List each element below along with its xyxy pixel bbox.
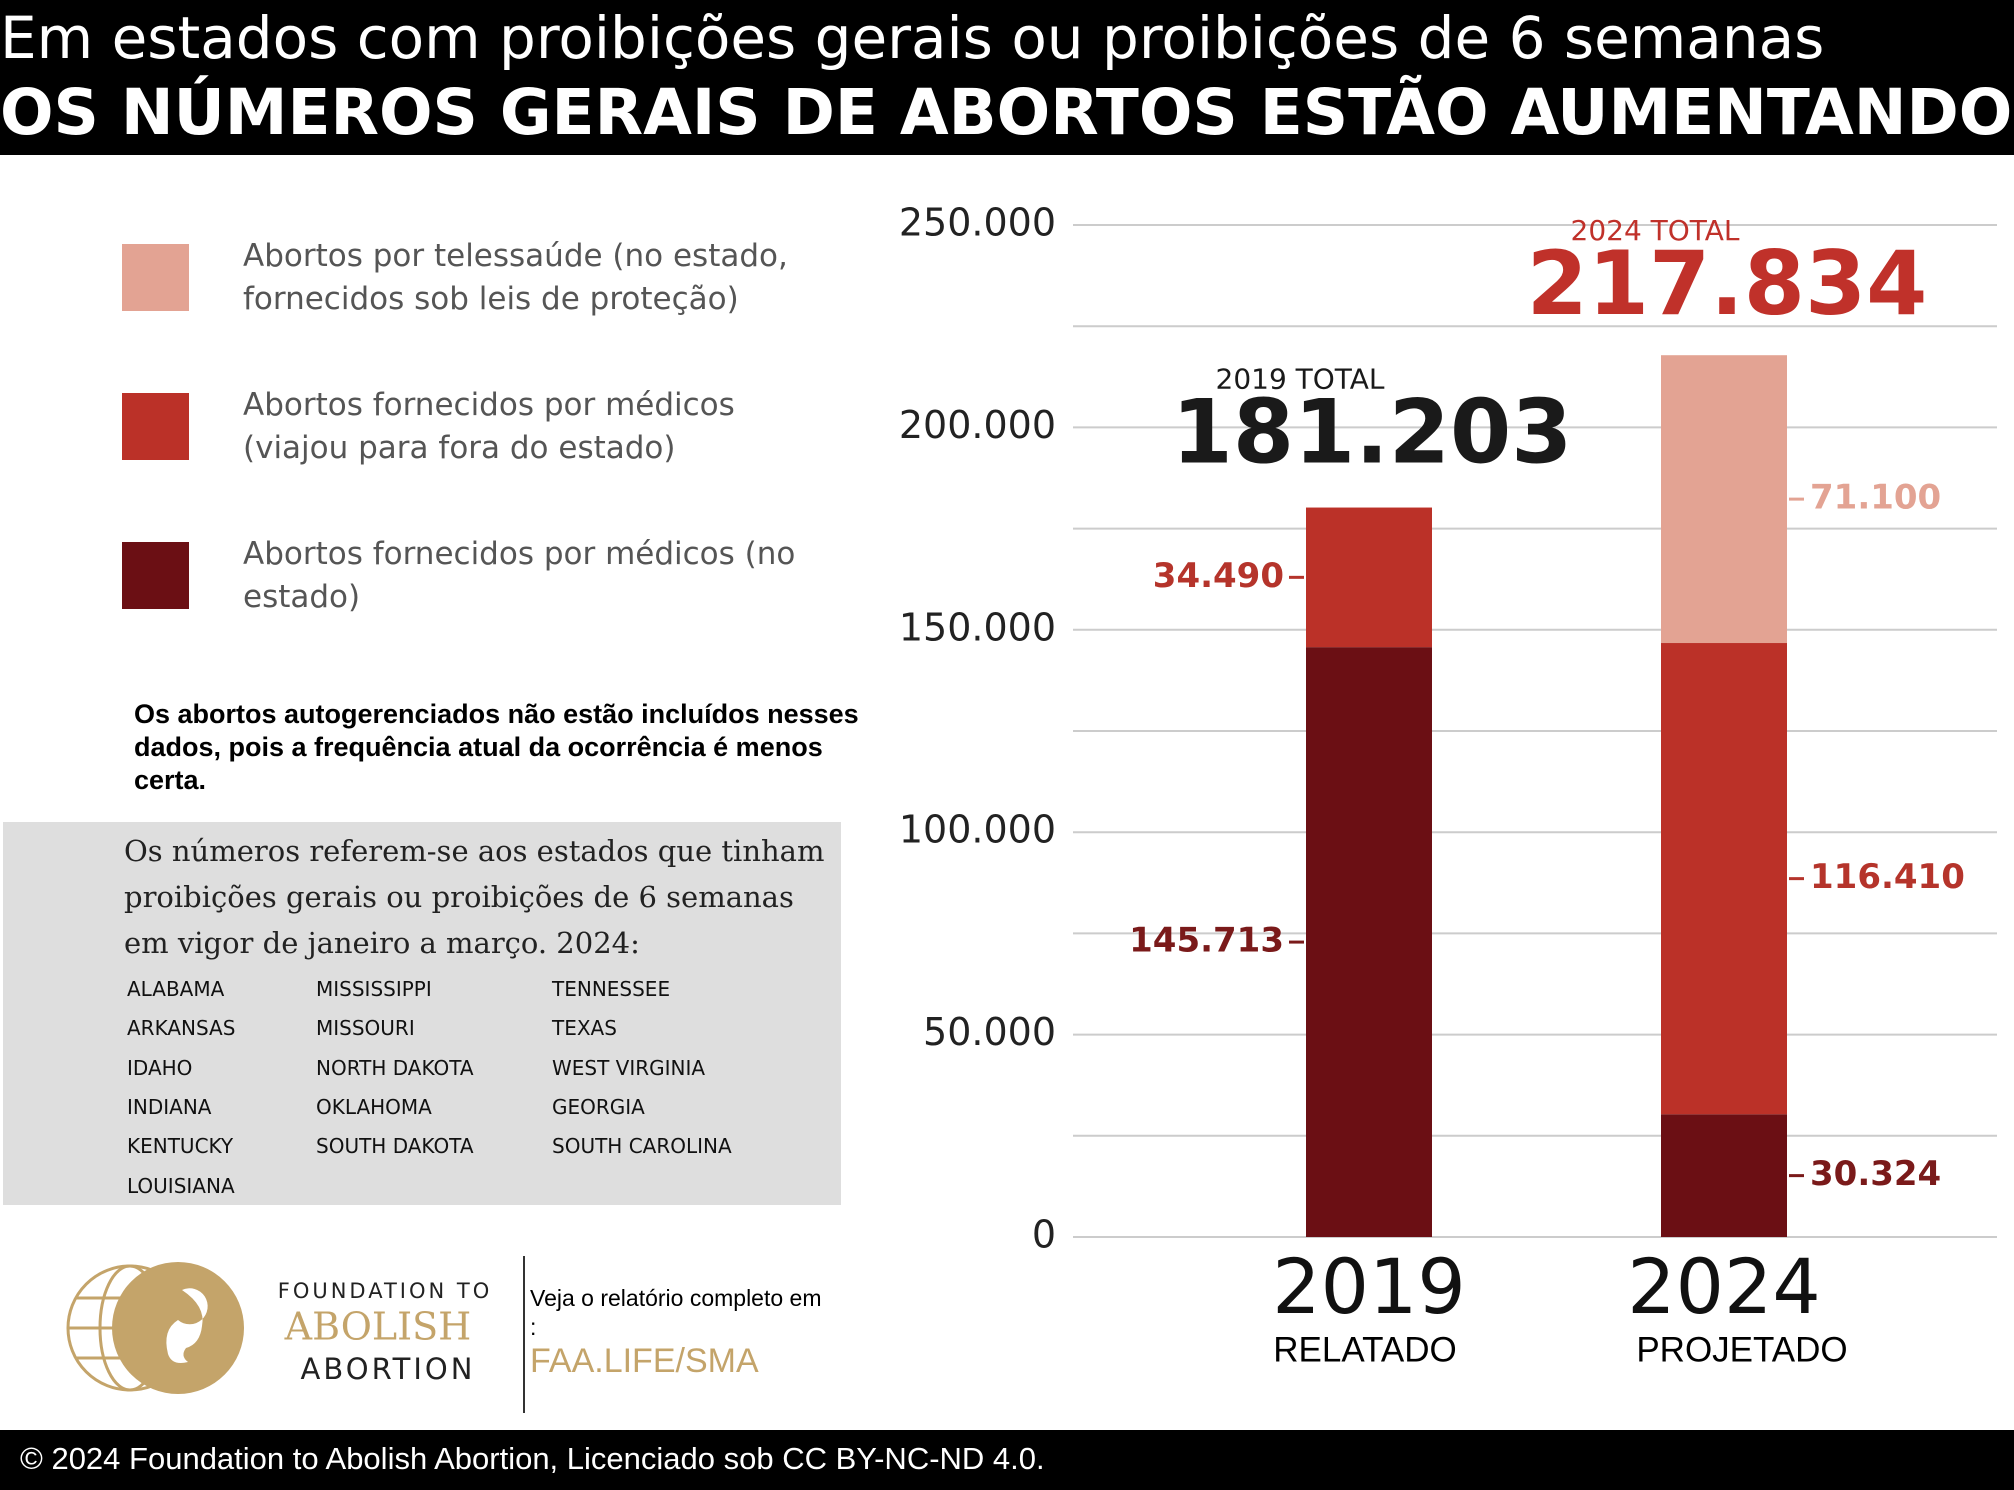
subtitle: OS NÚMEROS GERAIS DE ABORTOS ESTÃO AUMEN…: [0, 76, 2013, 149]
legend-swatch: [122, 244, 189, 311]
report-text: Veja o relatório completo em :: [530, 1285, 822, 1340]
y-tick-label: 0: [1032, 1213, 1056, 1257]
state: LOUISIANA: [127, 1173, 235, 1198]
chart: 0 50.000 100.000 150.000 200.000 250.000 145.7…: [899, 201, 1997, 1369]
value-label: 30.324: [1810, 1154, 1941, 1194]
logo-area: FOUNDATION TO ABOLISH ABORTION: [66, 1256, 525, 1413]
y-tick-label: 250.000: [899, 201, 1056, 245]
value-label: 116.410: [1810, 857, 1965, 897]
y-tick-label: 200.000: [899, 403, 1056, 447]
legend-label: Abortos fornecidos por médicos (viajou p…: [243, 387, 735, 466]
y-tick-label: 50.000: [923, 1010, 1056, 1054]
state: GEORGIA: [552, 1094, 645, 1119]
legend-label: Abortos fornecidos por médicos (no estad…: [243, 536, 796, 615]
y-tick-label: 150.000: [899, 605, 1056, 649]
total-label: 2019 TOTAL: [1216, 362, 1385, 395]
state: OKLAHOMA: [316, 1094, 432, 1119]
state: SOUTH CAROLINA: [552, 1134, 732, 1159]
value-label: 71.100: [1810, 478, 1941, 518]
footer-text: © 2024 Foundation to Abolish Abortion, L…: [20, 1441, 1045, 1476]
title: Em estados com proibições gerais ou proi…: [0, 4, 1825, 72]
state: ALABAMA: [127, 977, 225, 1001]
total-value: 217.834: [1527, 232, 1928, 335]
states-box: [3, 822, 841, 1205]
bar-segment: [1661, 643, 1787, 1115]
note: Os abortos autogerenciados não estão inc…: [134, 699, 859, 795]
state: SOUTH DAKOTA: [316, 1134, 474, 1159]
state: TEXAS: [552, 1016, 617, 1041]
state: MISSISSIPPI: [316, 977, 432, 1001]
states-intro: Os números referem-se aos estados que ti…: [124, 834, 825, 960]
bar-segment: [1661, 1114, 1787, 1237]
legend-label: Abortos por telessaúde (no estado, forne…: [243, 238, 788, 317]
logo-embryo: [166, 1288, 208, 1363]
value-label: 145.713: [1129, 921, 1284, 961]
x-subtitle: RELATADO: [1273, 1330, 1456, 1369]
bar-segment: [1306, 507, 1432, 648]
value-label: 34.490: [1153, 556, 1284, 596]
header: [0, 0, 2014, 155]
total-value: 181.203: [1172, 380, 1573, 483]
state: INDIANA: [127, 1094, 212, 1119]
state: MISSOURI: [316, 1016, 415, 1041]
state: NORTH DAKOTA: [316, 1055, 474, 1080]
y-tick-label: 100.000: [899, 808, 1056, 852]
state: TENNESSEE: [552, 977, 671, 1001]
logo-line1: FOUNDATION TO: [278, 1279, 493, 1303]
legend-swatch: [122, 393, 189, 460]
logo-line3: ABORTION: [301, 1352, 476, 1386]
logo-line2: ABOLISH: [284, 1305, 472, 1349]
state: WEST VIRGINIA: [552, 1055, 706, 1080]
state: KENTUCKY: [127, 1134, 234, 1159]
state: IDAHO: [127, 1055, 193, 1080]
total-label: 2024 TOTAL: [1571, 214, 1740, 247]
bar-segment: [1306, 647, 1432, 1237]
legend-swatch: [122, 542, 189, 609]
bar-segment: [1661, 355, 1787, 644]
x-tick-label: 2019: [1272, 1242, 1465, 1331]
state: ARKANSAS: [127, 1016, 236, 1041]
x-subtitle: PROJETADO: [1636, 1330, 1847, 1369]
report-link[interactable]: FAA.LIFE/SMA: [530, 1342, 759, 1380]
footer-band: [0, 1430, 2014, 1490]
x-tick-label: 2024: [1627, 1242, 1820, 1331]
